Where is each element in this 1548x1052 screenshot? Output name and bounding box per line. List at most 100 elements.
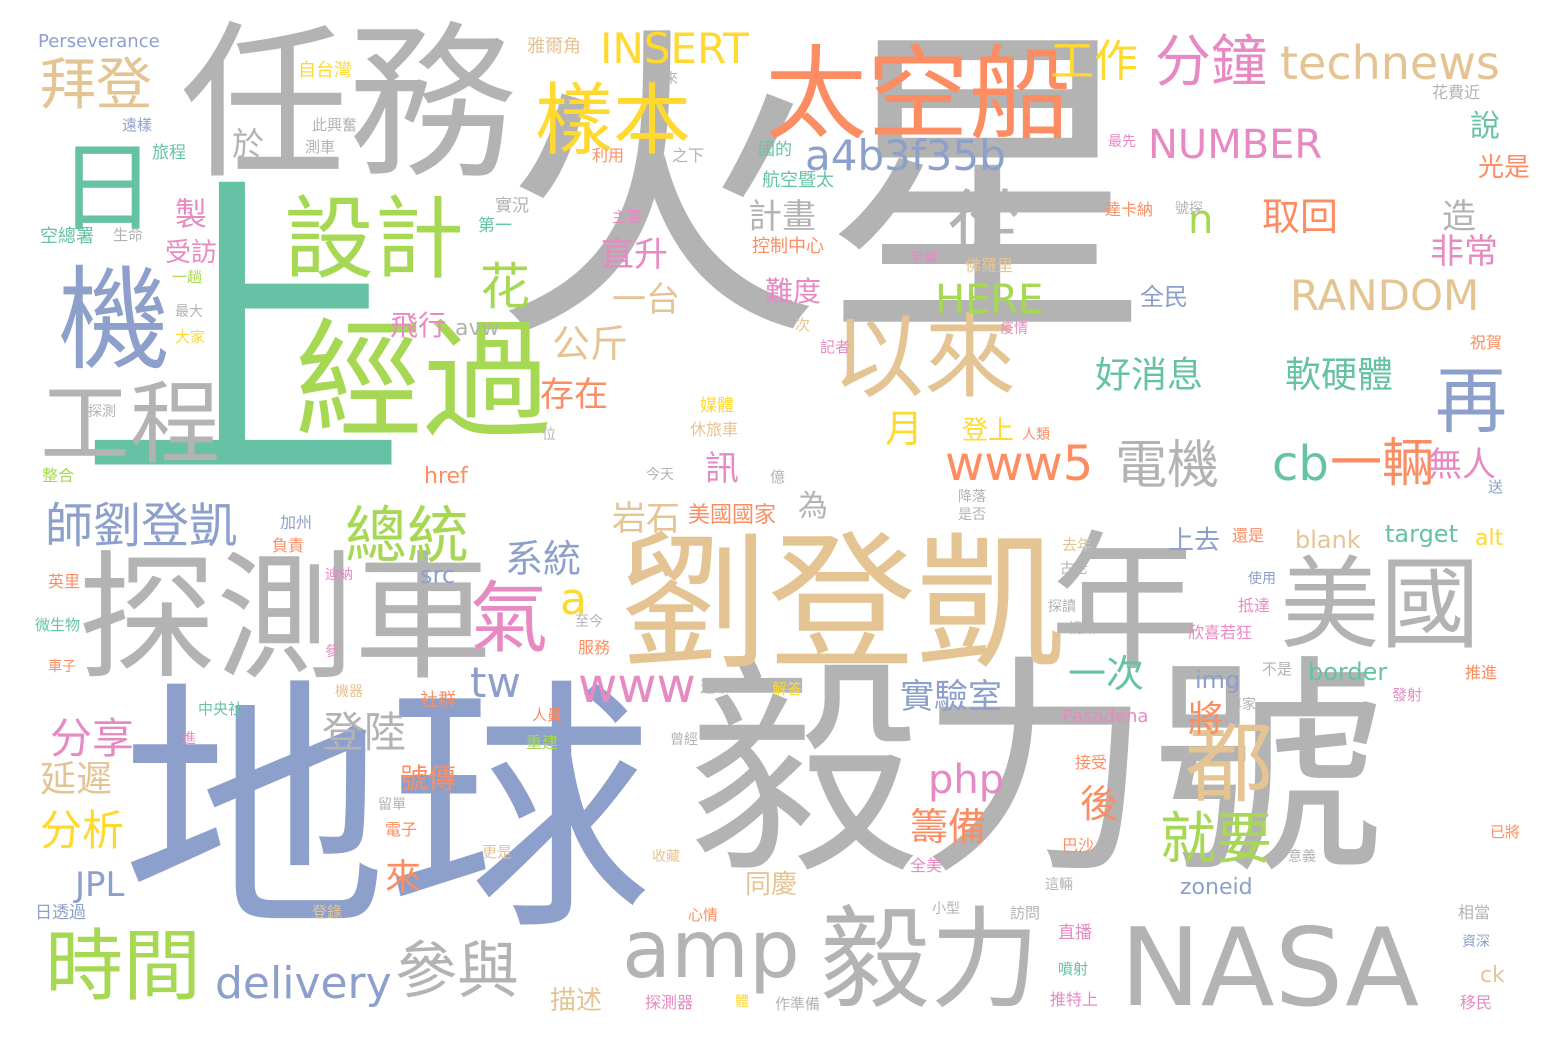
word-php: php — [928, 757, 1005, 803]
word-再: 再 — [1435, 359, 1508, 443]
word-生命: 生命 — [113, 226, 144, 244]
word-曾經: 曾經 — [670, 732, 698, 748]
word-分享: 分享 — [50, 714, 135, 763]
word-從: 從 — [948, 182, 1021, 266]
word-大家: 大家 — [175, 328, 206, 346]
word-探測: 探測 — [88, 404, 116, 420]
word-微生物: 微生物 — [35, 616, 81, 634]
word-送: 送 — [1488, 478, 1504, 496]
word-延遲: 延遲 — [40, 759, 113, 800]
word-www: www — [578, 658, 696, 714]
word-小型: 小型 — [932, 901, 960, 917]
word-劉登凱: 劉登凱 — [620, 518, 1064, 690]
word-進: 進 — [182, 731, 196, 747]
word-至今: 至今 — [575, 614, 603, 630]
word-旅程: 旅程 — [152, 143, 186, 163]
word-遠樣: 遠樣 — [122, 116, 153, 134]
word-國的: 國的 — [758, 140, 792, 160]
word-造: 造 — [1442, 197, 1476, 237]
word-體: 體 — [735, 994, 749, 1010]
word-今天: 今天 — [646, 467, 674, 483]
word-留單: 留單 — [378, 797, 406, 813]
word-公斤: 公斤 — [552, 322, 629, 366]
word-毅力號: 毅力號 — [688, 636, 1385, 906]
word-www5: www5 — [945, 436, 1094, 492]
word-探測器: 探測器 — [645, 993, 694, 1012]
word-不是: 不是 — [1262, 660, 1293, 678]
word-推特上: 推特上 — [1050, 990, 1099, 1009]
word-於: 於 — [232, 125, 265, 163]
word-拜登: 拜登 — [40, 53, 152, 118]
word-負責: 負責 — [272, 536, 305, 555]
word-岩石: 岩石 — [612, 499, 680, 539]
word-a4b3f35b: a4b3f35b — [805, 131, 1006, 180]
word-太空船: 太空船 — [765, 36, 1071, 155]
word-實驗室: 實驗室 — [900, 677, 1002, 717]
word-上: 上 — [78, 148, 408, 532]
word-實況: 實況 — [495, 196, 529, 216]
word-登上: 登上 — [962, 416, 1015, 446]
word-接受: 接受 — [1075, 753, 1108, 772]
word-解答: 解答 — [772, 680, 803, 698]
word-機器: 機器 — [335, 684, 363, 700]
word-地球: 地球 — [122, 658, 652, 966]
word-一輛: 一輛 — [1330, 434, 1435, 494]
word-重建: 重建 — [526, 733, 559, 752]
word-參與: 參與 — [395, 934, 520, 1007]
word-訪問: 訪問 — [1010, 904, 1041, 922]
word-億: 億 — [770, 468, 786, 486]
word-社群: 社群 — [420, 690, 456, 711]
word-這輛: 這輛 — [1045, 877, 1073, 893]
word-位: 位 — [542, 427, 556, 443]
word-資深: 資深 — [1462, 934, 1490, 950]
word-收藏: 收藏 — [652, 849, 680, 865]
word-發射: 發射 — [1392, 686, 1423, 704]
word-難度: 難度 — [765, 275, 822, 308]
word-target: target — [1385, 520, 1458, 548]
word-第一: 第一 — [478, 216, 512, 236]
word-cb: cb — [1272, 436, 1329, 492]
word-delivery: delivery — [215, 958, 392, 1009]
word-NASA: NASA — [1120, 906, 1420, 1031]
word-記者: 記者 — [820, 338, 851, 356]
word-取回: 取回 — [1262, 195, 1339, 239]
word-最大: 最大 — [175, 304, 203, 320]
word-次: 次 — [795, 316, 811, 334]
word-月: 月 — [885, 407, 924, 451]
word-氣: 氣 — [470, 574, 549, 664]
word-Pasadena: Pasadena — [1062, 706, 1149, 727]
word-上去: 上去 — [1168, 526, 1221, 556]
word-是否: 是否 — [958, 507, 986, 523]
word-任務: 任務 — [180, 6, 516, 202]
word-還是: 還是 — [1232, 526, 1265, 545]
word-無人: 無人 — [1428, 445, 1496, 485]
word-img: img — [1195, 666, 1241, 694]
word-人類: 人類 — [1022, 427, 1050, 443]
word-一趟: 一趟 — [172, 268, 203, 286]
word-JPL: JPL — [75, 865, 125, 905]
word-都: 都 — [1185, 712, 1274, 815]
word-受訪: 受訪 — [165, 238, 218, 268]
word-巴沙: 巴沙 — [1062, 836, 1095, 855]
word-非常: 非常 — [1430, 232, 1498, 272]
word-好消息: 好消息 — [1095, 355, 1204, 396]
word-車子: 車子 — [48, 659, 76, 675]
word-利用: 利用 — [592, 146, 625, 165]
word-全民: 全民 — [1140, 283, 1188, 311]
word-直升: 直升 — [600, 235, 668, 275]
word-此興奮: 此興奮 — [312, 116, 358, 134]
word-全美: 全美 — [910, 856, 943, 875]
word-年: 年 — [1050, 518, 1201, 692]
word-存在: 存在 — [540, 375, 608, 415]
word-手臂: 手臂 — [910, 251, 938, 267]
word-Perseverance: Perseverance — [38, 31, 160, 52]
word-blank: blank — [1295, 526, 1361, 554]
word-後: 後 — [1080, 782, 1119, 826]
word-為: 為 — [798, 489, 828, 524]
word-古老: 古老 — [1060, 561, 1088, 577]
word-空總署: 空總署 — [40, 226, 94, 247]
word-機: 機 — [58, 256, 170, 386]
word-RANDOM: RANDOM — [1290, 271, 1480, 320]
word-航空暨太: 航空暨太 — [762, 170, 834, 191]
word-佛羅里: 佛羅里 — [965, 256, 1014, 275]
